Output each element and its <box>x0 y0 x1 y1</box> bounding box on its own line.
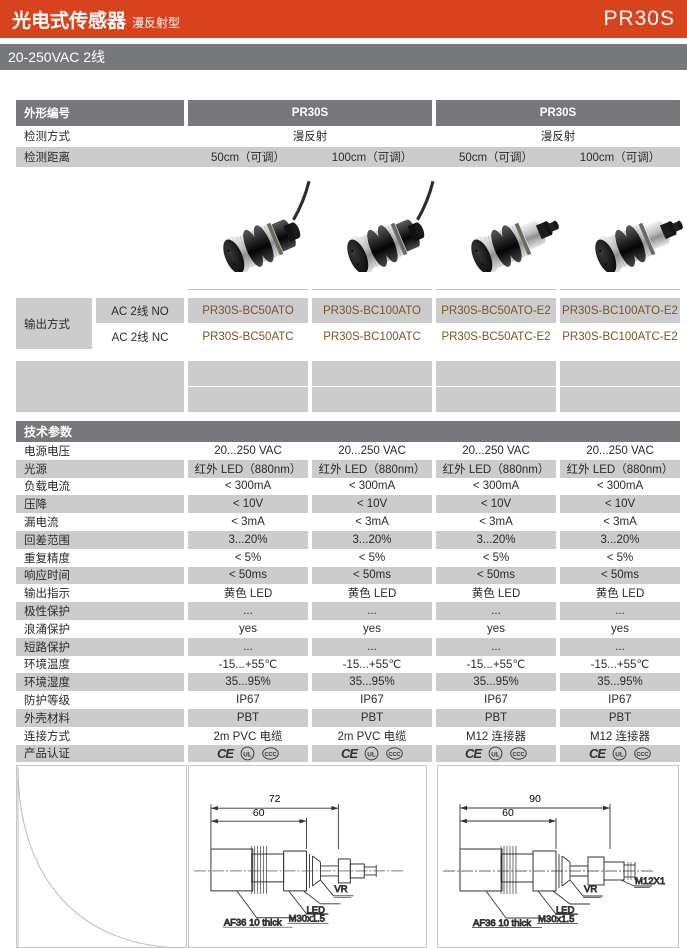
svg-text:CCC: CCC <box>636 752 648 758</box>
svg-text:VR: VR <box>334 884 347 895</box>
svg-text:UL: UL <box>491 751 500 758</box>
svg-text:UL: UL <box>243 751 252 758</box>
svg-text:60: 60 <box>253 808 265 819</box>
svg-text:CCC: CCC <box>264 752 276 758</box>
svg-text:UL: UL <box>367 751 376 758</box>
svg-text:90: 90 <box>529 793 541 805</box>
svg-text:CCC: CCC <box>388 752 400 758</box>
svg-text:60: 60 <box>502 807 514 819</box>
svg-text:VR: VR <box>584 884 597 895</box>
svg-text:M12X1: M12X1 <box>635 876 665 887</box>
svg-text:72: 72 <box>269 794 281 805</box>
svg-text:CCC: CCC <box>512 752 524 758</box>
svg-text:UL: UL <box>615 751 624 758</box>
